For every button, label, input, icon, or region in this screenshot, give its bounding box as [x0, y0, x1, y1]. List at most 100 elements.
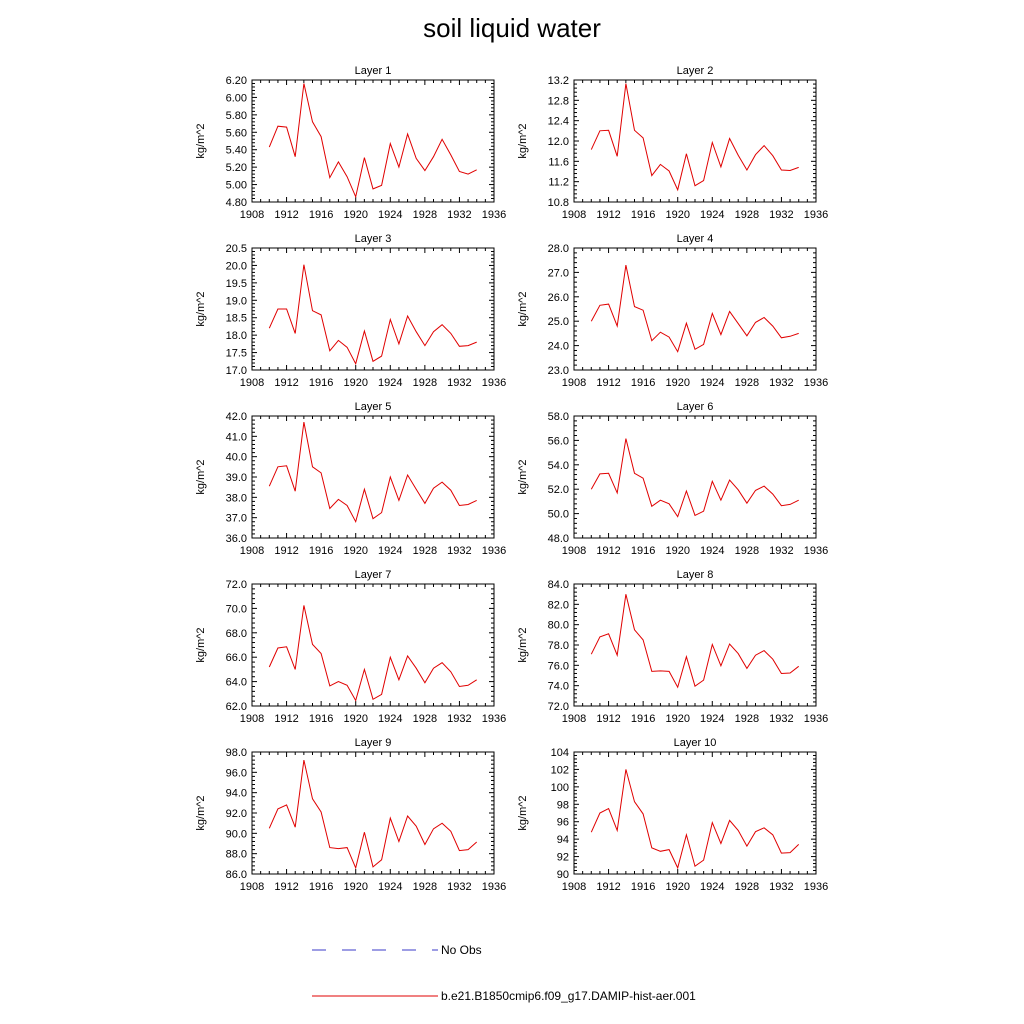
x-tick-label: 1924: [378, 209, 402, 221]
y-tick-label: 19.0: [226, 295, 247, 307]
y-tick-label: 62.0: [226, 701, 247, 713]
x-tick-label: 1920: [343, 545, 367, 557]
y-tick-label: 76.0: [548, 660, 569, 672]
series-line: [268, 83, 477, 199]
y-tick-label: 28.0: [548, 243, 569, 255]
y-tick-label: 5.40: [226, 145, 247, 157]
panel-title: Layer 3: [355, 233, 392, 245]
x-tick-label: 1924: [700, 377, 724, 389]
y-tick-label: 90.0: [226, 828, 247, 840]
panel-title: Layer 10: [674, 737, 717, 749]
y-tick-label: 96.0: [226, 767, 247, 779]
y-tick-label: 72.0: [226, 579, 247, 591]
y-tick-label: 82.0: [548, 599, 569, 611]
y-tick-label: 40.0: [226, 452, 247, 464]
panel-layer-1: Layer 1 kg/m^2 1908 1912 1916 1920 1924 1928 193…: [195, 65, 506, 221]
plot-frame: [251, 79, 495, 203]
y-tick-label: 42.0: [226, 411, 247, 423]
x-tick-label: 1912: [596, 545, 620, 557]
x-tick-label: 1920: [343, 881, 367, 893]
x-tick-label: 1908: [240, 377, 264, 389]
y-tick-label: 12.0: [548, 136, 569, 148]
x-tick-label: 1908: [240, 209, 264, 221]
x-tick-label: 1928: [413, 377, 437, 389]
x-tick-label: 1908: [240, 881, 264, 893]
x-tick-label: 1924: [700, 545, 724, 557]
y-tick-label: 18.0: [226, 330, 247, 342]
y-tick-label: 102: [551, 764, 569, 776]
x-tick-label: 1924: [378, 377, 402, 389]
x-tick-label: 1928: [735, 209, 759, 221]
x-tick-label: 1936: [804, 209, 828, 221]
x-tick-label: 1936: [482, 209, 506, 221]
y-tick-label: 104: [551, 747, 569, 759]
x-tick-label: 1908: [562, 545, 586, 557]
x-tick-label: 1908: [562, 881, 586, 893]
y-tick-label: 100: [551, 782, 569, 794]
x-tick-label: 1912: [596, 209, 620, 221]
x-tick-label: 1924: [700, 881, 724, 893]
y-tick-label: 19.5: [226, 278, 247, 290]
x-tick-label: 1936: [804, 713, 828, 725]
x-tick-label: 1920: [665, 545, 689, 557]
x-tick-label: 1912: [596, 377, 620, 389]
x-tick-label: 1924: [378, 713, 402, 725]
y-tick-label: 64.0: [226, 677, 247, 689]
y-tick-label: 11.6: [548, 156, 569, 168]
panel-title: Layer 6: [677, 401, 714, 413]
x-tick-label: 1920: [665, 713, 689, 725]
plot-frame: [573, 79, 817, 203]
y-tick-label: 26.0: [548, 292, 569, 304]
x-tick-label: 1912: [596, 713, 620, 725]
x-tick-label: 1924: [700, 209, 724, 221]
y-tick-label: 25.0: [548, 316, 569, 328]
panel-title: Layer 9: [355, 737, 392, 749]
x-tick-label: 1936: [804, 377, 828, 389]
x-tick-label: 1912: [274, 377, 298, 389]
y-tick-label: 96: [557, 817, 569, 829]
plot-frame: [251, 247, 495, 371]
x-tick-label: 1924: [378, 545, 402, 557]
y-tick-label: 66.0: [226, 652, 247, 664]
y-axis-label: kg/m^2: [517, 291, 529, 326]
legend-label-no-obs: No Obs: [441, 943, 482, 957]
x-tick-label: 1928: [413, 713, 437, 725]
x-tick-label: 1928: [735, 881, 759, 893]
y-axis-label: kg/m^2: [195, 459, 207, 494]
x-tick-label: 1908: [562, 377, 586, 389]
y-tick-label: 39.0: [226, 472, 247, 484]
y-tick-label: 80.0: [548, 620, 569, 632]
x-tick-label: 1932: [769, 713, 793, 725]
y-tick-label: 36.0: [226, 533, 247, 545]
y-tick-label: 4.80: [226, 197, 247, 209]
x-tick-label: 1924: [700, 713, 724, 725]
series-line: [268, 422, 477, 524]
x-tick-label: 1936: [482, 545, 506, 557]
x-tick-label: 1916: [631, 881, 655, 893]
y-tick-label: 98.0: [226, 747, 247, 759]
panel-layer-4: Layer 4 kg/m^2 1908 1912 1916 1920 1924 1928 193…: [517, 233, 828, 389]
x-tick-label: 1916: [309, 881, 333, 893]
x-tick-label: 1908: [240, 713, 264, 725]
x-tick-label: 1928: [735, 713, 759, 725]
x-tick-label: 1928: [413, 545, 437, 557]
y-tick-label: 18.5: [226, 313, 247, 325]
plot-frame: [251, 415, 495, 539]
y-tick-label: 84.0: [548, 579, 569, 591]
plot-frame: [251, 583, 495, 707]
y-tick-label: 5.00: [226, 180, 247, 192]
y-tick-label: 94.0: [226, 788, 247, 800]
y-axis-label: kg/m^2: [195, 123, 207, 158]
y-tick-label: 11.2: [548, 177, 569, 189]
x-tick-label: 1916: [631, 545, 655, 557]
y-axis-label: kg/m^2: [517, 627, 529, 662]
x-tick-label: 1936: [804, 881, 828, 893]
panel-layer-3: Layer 3 kg/m^2 1908 1912 1916 1920 1924 1928 193…: [195, 233, 506, 389]
panel-layer-5: Layer 5 kg/m^2 1908 1912 1916 1920 1924 1928 193…: [195, 401, 506, 557]
x-tick-label: 1932: [769, 881, 793, 893]
panel-layer-8: Layer 8 kg/m^2 1908 1912 1916 1920 1924 1928 193…: [517, 569, 828, 725]
x-tick-label: 1928: [413, 209, 437, 221]
series-line: [590, 83, 799, 192]
x-tick-label: 1912: [274, 209, 298, 221]
y-tick-label: 38.0: [226, 492, 247, 504]
